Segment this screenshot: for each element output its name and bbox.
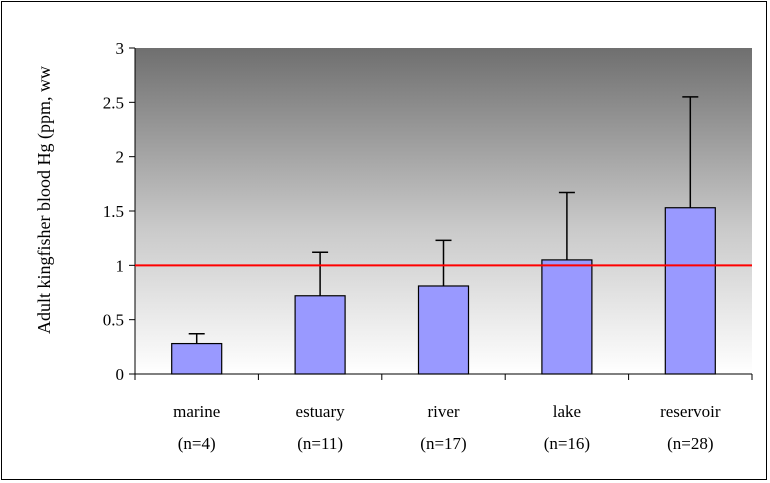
category-label: lake <box>553 402 581 421</box>
bar-river <box>417 285 470 375</box>
category-label: reservoir <box>660 402 721 421</box>
category-label: river <box>427 402 459 421</box>
bar-estuary <box>294 295 346 375</box>
y-tick-label: 2.5 <box>103 93 124 112</box>
y-tick-label: 3 <box>116 39 125 58</box>
bar-lake <box>541 259 593 375</box>
category-label: marine <box>173 402 220 421</box>
category-count-label: (n=28) <box>667 434 713 453</box>
category-count-label: (n=11) <box>297 434 343 453</box>
y-tick-label: 0.5 <box>103 311 124 330</box>
bar-marine <box>171 342 223 375</box>
bar-reservoir <box>664 207 716 375</box>
category-count-label: (n=4) <box>178 434 216 453</box>
category-count-label: (n=17) <box>420 434 466 453</box>
y-tick-label: 2 <box>116 148 125 167</box>
y-tick-label: 1 <box>116 256 125 275</box>
category-count-label: (n=16) <box>544 434 590 453</box>
category-label: estuary <box>296 402 346 421</box>
y-tick-label: 1.5 <box>103 202 124 221</box>
y-axis-label: Adult kingfisher blood Hg (ppm, ww <box>34 66 55 334</box>
y-tick-label: 0 <box>116 365 125 384</box>
